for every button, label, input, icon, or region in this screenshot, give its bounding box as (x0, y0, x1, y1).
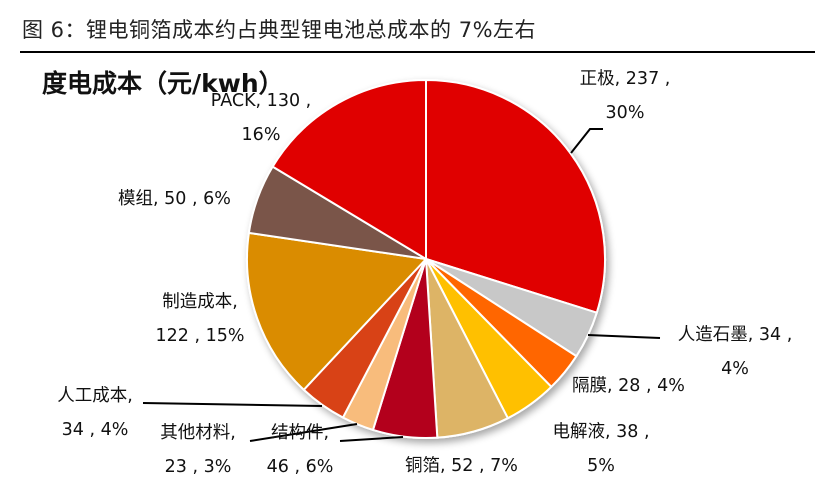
leader-line-graphite (587, 334, 661, 339)
label-graphite-line1: 人造石墨, 34 , (677, 325, 793, 345)
label-structural-line2: 46 , 6% (266, 457, 334, 477)
label-copper-foil-line1: 铜箔, 52 , 7% (405, 456, 518, 476)
label-manufacturing-line2: 122 , 15% (155, 326, 245, 346)
pie-slice-0 (425, 79, 607, 314)
label-graphite: 人造石墨, 34 , 4% (660, 318, 810, 386)
label-labor: 人工成本, 34 , 4% (45, 379, 145, 447)
pie-slice-10 (271, 79, 427, 260)
label-pack: PACK, 130 , 16% (196, 84, 326, 152)
label-pack-line1: PACK, 130 , (210, 91, 312, 111)
label-module: 模组, 50 , 6% (118, 182, 231, 216)
label-zhengji: 正极, 237 , 30% (565, 62, 685, 130)
label-electrolyte-line2: 5% (587, 456, 615, 476)
label-labor-line2: 34 , 4% (61, 420, 129, 440)
pie-slices (246, 79, 607, 439)
label-electrolyte: 电解液, 38 , 5% (536, 415, 666, 483)
leader-lines (142, 128, 661, 442)
label-pack-line2: 16% (241, 125, 281, 145)
label-module-line1: 模组, 50 , 6% (118, 189, 231, 209)
label-manufacturing: 制造成本, 122 , 15% (145, 285, 255, 353)
label-labor-line1: 人工成本, (57, 386, 133, 406)
label-separator: 隔膜, 28 , 4% (572, 369, 685, 403)
label-separator-line1: 隔膜, 28 , 4% (572, 376, 685, 396)
label-electrolyte-line1: 电解液, 38 , (552, 422, 650, 442)
label-other-materials-line2: 23 , 3% (164, 457, 232, 477)
label-zhengji-line2: 30% (605, 103, 645, 123)
label-structural: 结构件, 46 , 6% (255, 416, 345, 484)
label-manufacturing-line1: 制造成本, (162, 292, 238, 312)
leader-line-structural (339, 436, 404, 442)
pie-slice-8 (246, 231, 427, 391)
chart-title: 度电成本（元/kwh） (42, 69, 284, 98)
leader-line-other-materials (249, 423, 358, 442)
label-copper-foil: 铜箔, 52 , 7% (405, 449, 518, 483)
label-other-materials-line1: 其他材料, (160, 423, 236, 443)
figure-caption: 图 6：锂电铜箔成本约占典型锂电池总成本的 7%左右 (22, 18, 537, 42)
label-graphite-line2: 4% (721, 359, 749, 379)
caption-rule (20, 51, 815, 53)
label-other-materials: 其他材料, 23 , 3% (148, 416, 248, 484)
label-structural-line1: 结构件, (270, 423, 330, 443)
leader-line-labor (142, 402, 323, 407)
leader-line-zhengji (570, 128, 603, 154)
label-zhengji-line1: 正极, 237 , (579, 69, 671, 89)
